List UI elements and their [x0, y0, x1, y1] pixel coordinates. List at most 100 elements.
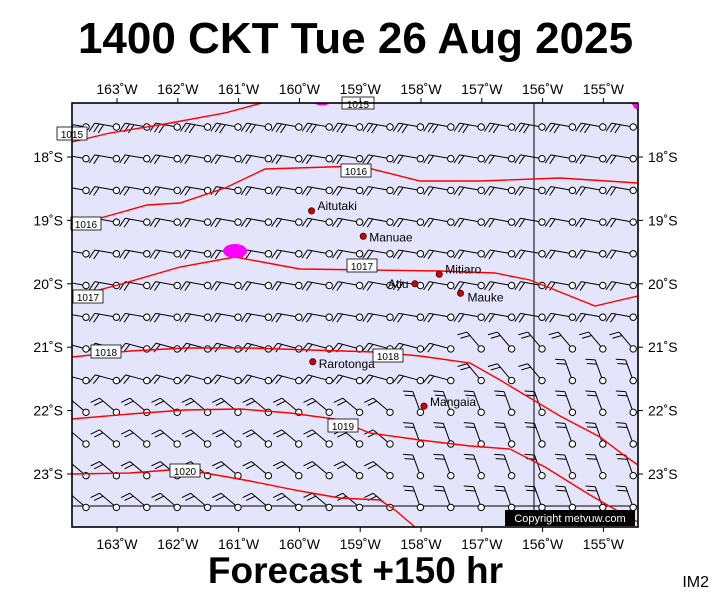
place-dot — [359, 232, 367, 240]
lat-label-right: 21˚S — [648, 339, 678, 355]
wind-barb — [484, 217, 516, 228]
wind-barb — [180, 122, 212, 134]
wind-barb — [181, 492, 212, 512]
lon-label-bottom: 162˚W — [157, 536, 199, 552]
isobar-1020 — [72, 469, 416, 527]
wind-barb — [149, 312, 181, 323]
wind-barb — [301, 312, 333, 323]
lon-label-top: 162˚W — [157, 81, 199, 97]
lon-label-top: 157˚W — [461, 81, 503, 97]
lon-label-bottom: 156˚W — [522, 536, 564, 552]
place-markers: Aitutaki Manuae Mitiaro Atiu Mauke Rarotonga M… — [308, 199, 504, 410]
wind-barb — [585, 422, 607, 448]
wind-barb — [453, 217, 485, 228]
wind-barb — [463, 390, 485, 416]
wind-barb — [487, 363, 516, 385]
wind-barb — [119, 249, 151, 260]
wind-barb — [180, 312, 212, 323]
wind-barb — [88, 122, 121, 134]
wind-barb — [423, 312, 455, 323]
wind-barb — [423, 217, 455, 228]
wind-barb — [362, 217, 394, 228]
wind-barb — [605, 281, 637, 291]
isobar-label-1017: 1017 — [72, 289, 104, 304]
wind-barb — [88, 312, 121, 323]
place-manuae: Manuae — [359, 230, 413, 244]
wind-barb — [392, 217, 425, 228]
wind-barb — [518, 331, 546, 353]
wind-barb — [240, 217, 273, 228]
wind-barb — [149, 217, 181, 228]
wind-barb — [487, 331, 516, 353]
wind-barb — [151, 429, 181, 448]
wind-barb — [210, 122, 242, 134]
wind-barb — [149, 374, 181, 385]
wind-barb — [484, 122, 516, 134]
wind-barb — [423, 186, 455, 196]
wind-barb — [333, 461, 364, 480]
wind-barb — [605, 217, 637, 228]
wind-barb — [72, 397, 90, 416]
wind-barb — [575, 217, 607, 228]
wind-barb — [544, 312, 577, 323]
lon-label-top: 160˚W — [279, 81, 321, 97]
wind-barb — [301, 217, 333, 228]
wind-barb — [72, 186, 90, 195]
place-dot — [308, 207, 316, 215]
isobar-1016 — [72, 165, 638, 227]
wind-barb — [362, 281, 394, 291]
wind-barb — [555, 453, 577, 480]
wind-barb — [88, 186, 121, 196]
lon-label-bottom: 158˚W — [400, 536, 442, 552]
wind-barb — [463, 453, 485, 480]
wind-barb — [423, 281, 455, 291]
lon-label-bottom: 163˚W — [96, 536, 138, 552]
wind-barb — [149, 122, 181, 134]
place-dot — [309, 358, 317, 366]
lat-label-left: 21˚S — [33, 339, 63, 355]
wind-barb — [210, 281, 242, 291]
lat-label-left: 19˚S — [33, 212, 63, 228]
wind-barb — [514, 122, 546, 134]
land-top-right-edge — [633, 103, 638, 109]
wind-barb — [240, 281, 273, 291]
wind-barb — [242, 461, 273, 480]
wind-barb — [585, 358, 607, 385]
lat-label-left: 20˚S — [33, 276, 63, 292]
wind-barb — [575, 186, 607, 196]
wind-barb — [181, 429, 212, 448]
wind-barb — [303, 461, 333, 480]
wind-barb — [303, 492, 333, 512]
wind-barb — [422, 342, 455, 353]
wind-barb — [332, 249, 364, 260]
wind-barb — [524, 485, 546, 512]
place-mangaia: Mangaia — [420, 395, 476, 410]
wind-barb — [392, 281, 425, 291]
wind-barb — [272, 461, 303, 480]
wind-barb — [90, 492, 121, 512]
place-mitiaro: Mitiaro — [435, 262, 482, 278]
wind-barb — [403, 422, 425, 448]
wind-barb — [575, 249, 607, 260]
wind-barb — [392, 312, 425, 323]
wind-barb — [271, 122, 303, 134]
wind-barb — [120, 429, 151, 448]
wind-barb — [301, 249, 333, 260]
wind-barb — [72, 281, 90, 290]
wind-barb — [575, 154, 607, 165]
lon-label-top: 155˚W — [583, 81, 625, 97]
wind-barb — [453, 312, 485, 323]
wind-barb — [463, 485, 485, 512]
wind-barb — [72, 492, 90, 512]
wind-barb — [362, 374, 394, 385]
wind-barb — [403, 485, 425, 512]
wind-barb — [494, 422, 516, 448]
wind-barb — [119, 217, 151, 228]
wind-barb — [364, 461, 394, 480]
wind-barb — [555, 390, 577, 416]
wind-barb — [544, 217, 577, 228]
wind-barb — [605, 312, 637, 323]
lon-label-top: 163˚W — [96, 81, 138, 97]
place-label: Mangaia — [430, 395, 476, 409]
wind-barb — [90, 429, 121, 448]
